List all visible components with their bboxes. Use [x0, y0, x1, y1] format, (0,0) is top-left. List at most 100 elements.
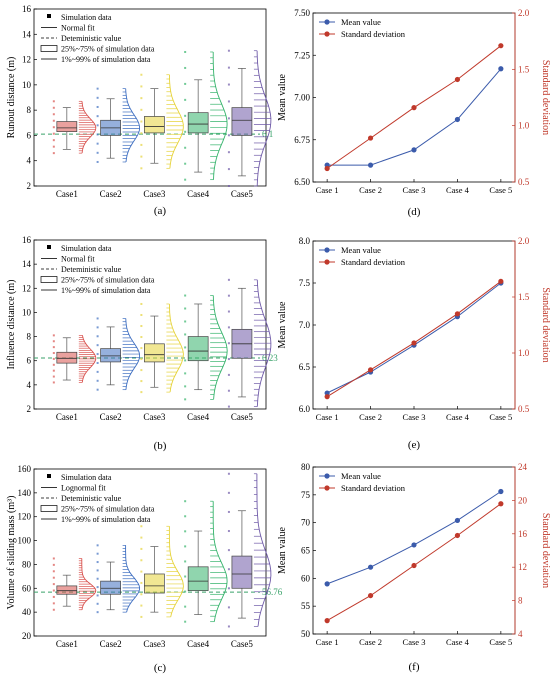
legend-entry: Simulation data: [61, 244, 112, 253]
y-tick-label: 80: [301, 462, 311, 472]
simulation-dot: [96, 611, 99, 614]
simulation-dot: [227, 491, 230, 494]
iqr-box: [56, 585, 78, 595]
legend-marker-icon: [324, 485, 330, 491]
series-line: [326, 503, 502, 622]
box-case2: [96, 544, 141, 614]
x-tick-label: Case 1: [316, 637, 339, 647]
fit-curve: [212, 52, 228, 180]
simulation-dot: [52, 126, 55, 129]
simulation-dot: [227, 134, 230, 137]
y-tick-label: 100: [18, 536, 32, 546]
y-tick-label: 12: [22, 283, 31, 293]
deterministic-label: 6.1: [262, 129, 273, 139]
simulation-dot: [96, 344, 99, 347]
simulation-dot: [184, 162, 187, 165]
x-tick-label: Case5: [231, 639, 253, 649]
simulation-dot: [140, 559, 143, 562]
box-case1: [52, 100, 97, 155]
legend-entry: Simulation data: [61, 473, 112, 482]
simulation-dot: [227, 389, 230, 392]
y-tick-label: 120: [18, 512, 32, 522]
y-tick-label: 6: [27, 130, 32, 140]
simulation-dot: [140, 108, 143, 111]
iqr-box: [187, 112, 209, 134]
y-tick-label: 6: [27, 356, 32, 366]
iqr-box: [187, 566, 209, 592]
simulation-dot: [52, 352, 55, 355]
legend-entry: Mean value: [341, 471, 381, 481]
y2-tick-label: 8: [518, 596, 523, 606]
simulation-dot: [184, 575, 187, 578]
simulation-dot: [184, 560, 187, 563]
y-tick-label: 8.0: [299, 236, 311, 246]
x-tick-label: Case3: [143, 639, 165, 649]
deterministic-label: 6.23: [262, 353, 278, 363]
simulation-dot: [140, 336, 143, 339]
simulation-dot: [140, 347, 143, 350]
simulation-dot: [52, 563, 55, 566]
x-tick-label: Case 5: [489, 185, 512, 195]
series-point: [411, 562, 417, 569]
x-tick-label: Case 3: [403, 412, 426, 422]
series-line: [326, 280, 502, 398]
x-tick-label: Case4: [187, 189, 209, 199]
simulation-dot: [52, 369, 55, 372]
iqr-box: [187, 336, 209, 362]
legend-square-icon: [47, 474, 51, 478]
fit-curve: [81, 558, 97, 610]
y-tick-label: 16: [22, 4, 32, 14]
series-point: [411, 147, 417, 153]
legend-marker-icon: [324, 19, 330, 25]
simulation-dot: [227, 185, 230, 187]
simulation-dot: [52, 113, 55, 116]
legend-entry: Standard deviation: [341, 29, 406, 39]
simulation-dot: [52, 340, 55, 343]
simulation-dot: [227, 342, 230, 345]
y-tick-label: 14: [22, 259, 32, 269]
simulation-dot: [96, 133, 99, 136]
simulation-dot: [96, 124, 99, 127]
simulation-dot: [52, 557, 55, 560]
simulation-dot: [96, 544, 99, 547]
simulation-dot: [184, 346, 187, 349]
x-tick-label: Case4: [187, 639, 209, 649]
y-tick-label: 2: [27, 404, 32, 414]
y2-tick-label: 1.0: [518, 348, 530, 358]
simulation-dot: [184, 320, 187, 323]
simulation-dot: [227, 568, 230, 571]
series-point: [454, 311, 461, 317]
box-case4: [184, 500, 228, 623]
legend-entry: Normal fit: [61, 24, 95, 33]
fit-curve: [125, 545, 141, 613]
simulation-dot: [96, 317, 99, 320]
legend: Simulation data Lognormal fitDeteministic…: [40, 473, 155, 524]
series-point: [454, 76, 461, 83]
simulation-dot: [227, 625, 230, 628]
box-case4: [184, 50, 228, 181]
y2-axis-label: Standard deviation: [540, 513, 550, 588]
simulation-dot: [140, 380, 143, 383]
legend-entry: Simulation data: [61, 13, 112, 22]
x-tick-label: Case 2: [359, 637, 382, 647]
panel-e: 6.0 6.5 7.0 7.5 8.0 0.5 1.0 1.5 2.0 Mean value Sta…: [277, 236, 550, 451]
fit-curve: [256, 473, 272, 627]
series-std: [324, 43, 504, 172]
legend-marker-icon: [324, 31, 330, 37]
simulation-dot: [96, 160, 99, 163]
y2-tick-label: 4: [518, 629, 523, 639]
fit-curve: [81, 335, 97, 383]
simulation-dot: [140, 132, 143, 135]
x-tick-label: Case 2: [359, 412, 382, 422]
legend-entry: Lognormal fit: [61, 484, 106, 493]
fit-curve: [212, 501, 228, 622]
x-tick-label: Case2: [100, 639, 122, 649]
box-case3: [140, 302, 184, 394]
simulation-dot: [184, 333, 187, 336]
simulation-dot: [52, 152, 55, 155]
y2-tick-label: 12: [518, 562, 527, 572]
series-point: [367, 162, 374, 168]
simulation-dot: [140, 615, 143, 618]
iqr-box: [231, 555, 253, 589]
series-point: [367, 592, 374, 599]
